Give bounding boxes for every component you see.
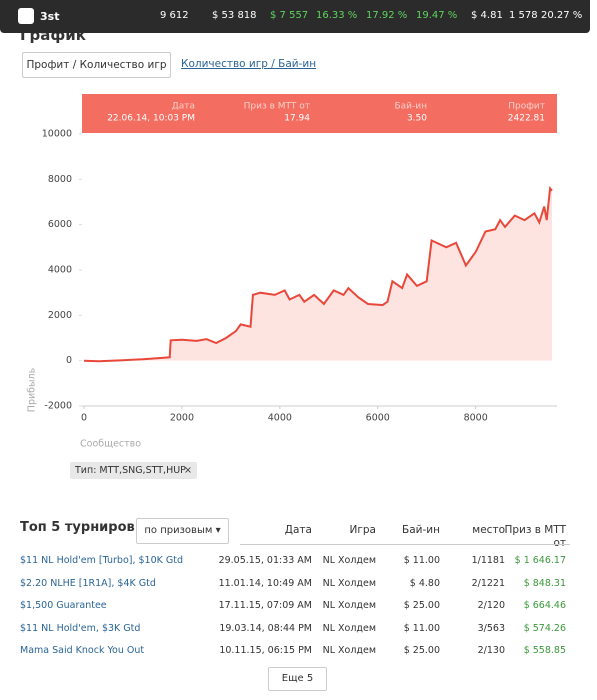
top-stat: $ 4.81	[471, 10, 503, 21]
x-axis-label: Сообщество	[80, 439, 141, 450]
tab-link[interactable]: Количество игр / Бай-ин	[181, 58, 317, 70]
cell: 2/130	[477, 645, 505, 657]
tournament-link[interactable]: $2.20 NLHE [1R1A], $4K Gtd	[20, 577, 156, 589]
y-tick-label: 10000	[42, 129, 72, 140]
tooltip-label: Дата	[172, 102, 195, 112]
cell: 17.11.15, 07:09 AM	[218, 600, 312, 612]
column-header: Бай-ин	[402, 524, 440, 536]
tooltip-label: Приз в MTT от	[244, 102, 310, 112]
tournament-link[interactable]: $11 NL Hold'em [Turbo], $10K Gtd	[20, 555, 184, 566]
tab-active[interactable]: Профит / Количество игр	[22, 52, 171, 78]
x-tick-label: 4000	[268, 413, 292, 424]
cell: 10.11.15, 06:15 PM	[219, 645, 312, 657]
area	[84, 188, 553, 362]
x-tick-label: 2000	[170, 413, 194, 424]
top-stat: 16.33 %	[316, 10, 358, 21]
tournament-link[interactable]: $11 NL Hold'em, $3K Gtd	[20, 622, 141, 634]
x-tick-label: 0	[81, 413, 87, 424]
cell: 19.03.14, 08:44 PM	[219, 622, 312, 634]
tooltip	[82, 94, 557, 133]
tooltip-value: 22.06.14, 10:03 PM	[107, 114, 195, 124]
tournament-link[interactable]: $1,500 Guarantee	[20, 600, 107, 612]
tooltip-value: 2422.81	[508, 114, 545, 124]
tooltip-value: 17.94	[284, 114, 310, 124]
tooltip-value: 3.50	[407, 114, 427, 124]
y-tick-label: 6000	[48, 219, 72, 230]
y-tick-label: -2000	[44, 401, 72, 412]
cell: $ 11.00	[403, 622, 440, 634]
top-bar	[0, 0, 590, 33]
cell: $ 574.26	[523, 622, 566, 634]
y-axis-label: Прибыль	[27, 367, 38, 412]
chart: -2000 0 2000 4000 6000 8000 10000 0 2000 4000 6000…	[27, 94, 557, 450]
cell: 1/1181	[471, 555, 505, 566]
filter-text: Тип: MTT,SNG,STT,HUP	[75, 465, 186, 476]
tournament-link[interactable]: Mama Said Knock You Out	[20, 645, 145, 657]
cell: 2/1221	[471, 577, 505, 589]
cell: 2/120	[477, 600, 505, 612]
column-header: место	[472, 524, 505, 536]
more-button[interactable]: Еще 5	[268, 667, 327, 691]
cell: $ 11.00	[403, 555, 440, 566]
top-stat: $ 7 557	[270, 10, 309, 21]
tooltip-label: Профит	[508, 102, 545, 112]
sort-button[interactable]: по призовым ▾	[136, 518, 229, 544]
line	[83, 185, 553, 363]
cell: 29.05.15, 01:33 AM	[218, 555, 312, 566]
x-tick-label: 8000	[464, 413, 488, 424]
cell: $ 664.46	[523, 600, 566, 612]
cell: $ 558.85	[523, 645, 566, 657]
cell: 11.01.14, 10:49 AM	[218, 577, 312, 589]
tooltip-label: Бай-ин	[394, 102, 427, 112]
cell: NL Холдем	[322, 645, 376, 657]
cell: $ 25.00	[403, 600, 440, 612]
cell: NL Холдем	[322, 577, 376, 589]
top-stat: 9 612	[160, 10, 189, 21]
cell: 3/563	[477, 622, 505, 634]
player-name[interactable]: 3st	[40, 10, 60, 23]
column-header: Приз в MTT от	[504, 524, 566, 549]
cell: NL Холдем	[322, 555, 376, 566]
cell: $ 1 646.17	[514, 555, 566, 566]
table-title: Топ 5 турниров	[20, 520, 135, 535]
top-stat: 20.27 %	[541, 10, 583, 21]
y-tick-label: 4000	[48, 265, 72, 276]
filter-chip[interactable]: Тип: MTT,SNG,STT,HUP ×	[70, 462, 197, 479]
y-tick-label: 0	[66, 355, 72, 366]
cell: $ 25.00	[403, 645, 440, 657]
y-tick-label: 8000	[48, 174, 72, 185]
cell: $ 4.80	[409, 577, 440, 589]
cell: NL Холдем	[322, 622, 376, 634]
sort-label: по призовым	[144, 525, 213, 536]
cell: NL Холдем	[322, 600, 376, 612]
header-rule	[240, 544, 570, 545]
top-stat: 19.47 %	[416, 10, 458, 21]
app-icon[interactable]	[18, 8, 34, 24]
top-stat: 17.92 %	[366, 10, 408, 21]
x-tick-label: 6000	[366, 413, 390, 424]
cell: $ 848.31	[523, 577, 566, 589]
top-stat: $ 53 818	[212, 10, 257, 21]
column-header: Игра	[349, 524, 376, 536]
y-tick-label: 2000	[48, 310, 72, 321]
top-stat: 1 578	[509, 10, 538, 21]
column-header: Дата	[284, 524, 312, 536]
